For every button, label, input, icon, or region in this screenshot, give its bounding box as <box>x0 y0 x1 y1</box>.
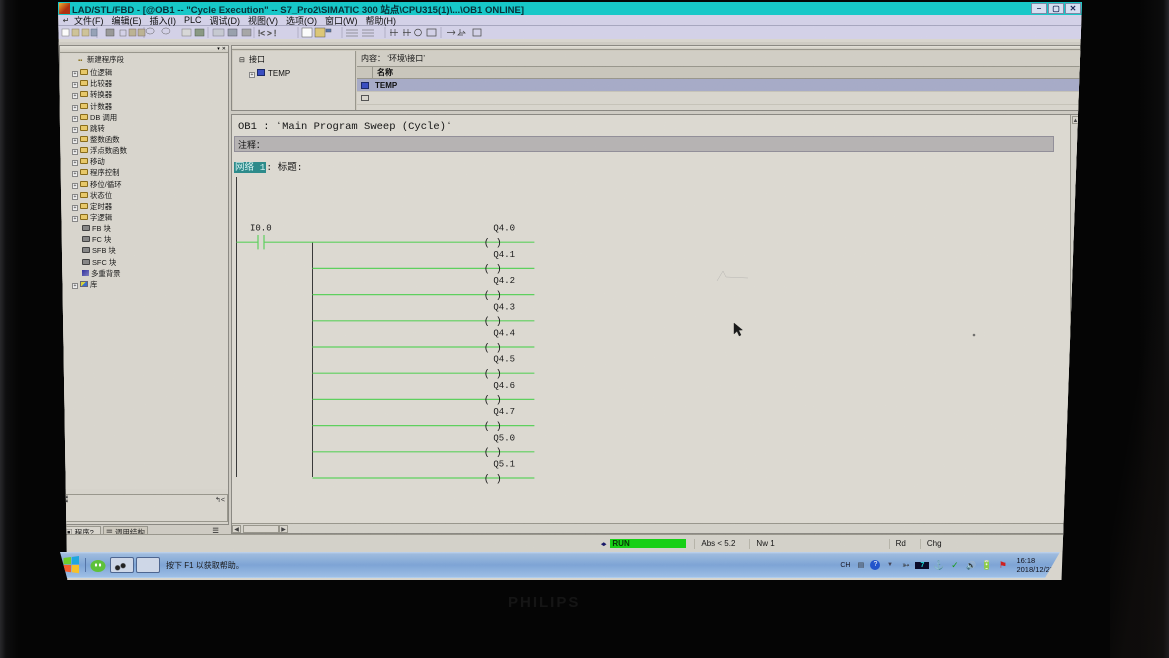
svg-text:Q4.5: Q4.5 <box>493 355 515 365</box>
svg-text:Q4.4: Q4.4 <box>493 329 515 339</box>
svg-text:I0.0: I0.0 <box>250 224 272 234</box>
svg-text:( ): ( ) <box>484 290 502 302</box>
svg-text:Q5.1: Q5.1 <box>493 460 515 470</box>
svg-text:( ): ( ) <box>484 342 502 354</box>
svg-text:Q5.0: Q5.0 <box>493 433 515 443</box>
svg-text:Q4.6: Q4.6 <box>493 381 515 391</box>
svg-text:Q4.7: Q4.7 <box>493 407 515 417</box>
svg-text:( ): ( ) <box>484 447 502 459</box>
svg-text:Q4.1: Q4.1 <box>493 250 515 260</box>
svg-text:( ): ( ) <box>484 421 502 433</box>
svg-text:( ): ( ) <box>484 369 502 381</box>
svg-text:!< > !: !< > ! <box>258 29 276 38</box>
svg-text:( ): ( ) <box>484 316 502 328</box>
svg-text:( ): ( ) <box>484 238 502 250</box>
svg-text:Q4.3: Q4.3 <box>493 302 515 312</box>
svg-text:Q4.0: Q4.0 <box>493 224 515 234</box>
svg-text:( ): ( ) <box>484 395 502 407</box>
svg-text:Q4.2: Q4.2 <box>493 276 515 286</box>
svg-text:( ): ( ) <box>484 264 502 276</box>
svg-text:( ): ( ) <box>484 473 502 485</box>
